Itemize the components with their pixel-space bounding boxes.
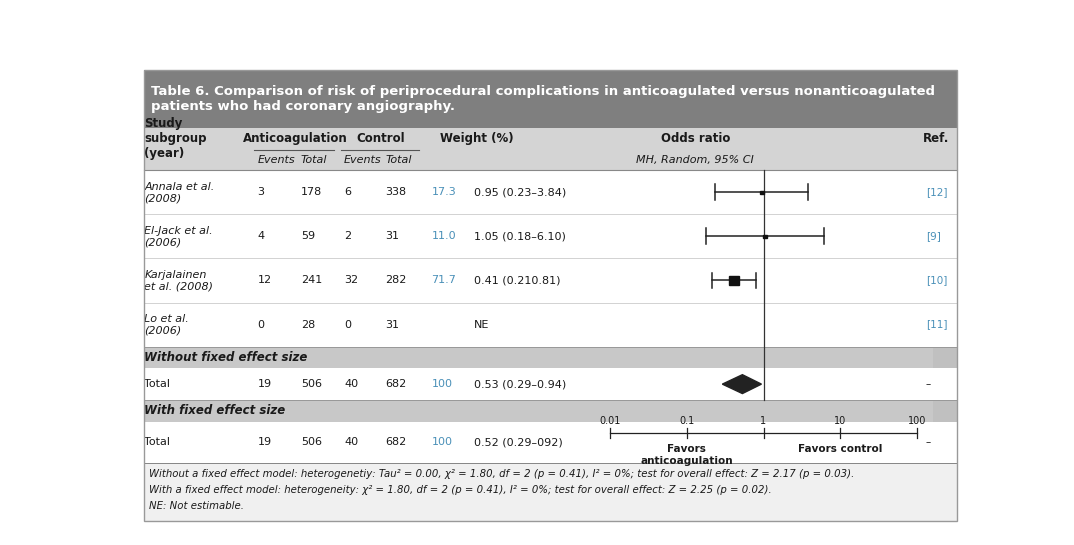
Text: 338: 338 bbox=[386, 187, 407, 197]
Text: [9]: [9] bbox=[926, 232, 941, 241]
Text: 0: 0 bbox=[258, 319, 264, 330]
Polygon shape bbox=[723, 374, 761, 393]
Text: 682: 682 bbox=[386, 379, 407, 389]
Text: 40: 40 bbox=[344, 379, 358, 389]
Text: Favors
anticoagulation: Favors anticoagulation bbox=[640, 444, 734, 465]
Text: With a fixed effect model: heterogeneity: χ² = 1.80, df = 2 (p = 0.41), I² = 0%;: With a fixed effect model: heterogeneity… bbox=[149, 485, 772, 495]
Text: Favors control: Favors control bbox=[798, 444, 882, 454]
Text: 100: 100 bbox=[432, 379, 452, 389]
Text: NE: NE bbox=[474, 319, 490, 330]
Text: 31: 31 bbox=[386, 319, 400, 330]
Text: –: – bbox=[926, 379, 931, 389]
Text: With fixed effect size: With fixed effect size bbox=[144, 404, 286, 417]
Bar bbox=[729, 276, 739, 285]
Text: Table 6. Comparison of risk of periprocedural complications in anticoagulated ve: Table 6. Comparison of risk of periproce… bbox=[150, 85, 934, 113]
Text: 71.7: 71.7 bbox=[432, 275, 456, 286]
Text: 0.52 (0.29–092): 0.52 (0.29–092) bbox=[474, 437, 563, 447]
Text: 3: 3 bbox=[258, 187, 264, 197]
Text: 506: 506 bbox=[301, 379, 322, 389]
Text: Ref.: Ref. bbox=[924, 132, 949, 146]
Text: Karjalainen
et al. (2008): Karjalainen et al. (2008) bbox=[144, 270, 214, 291]
Text: Total: Total bbox=[144, 379, 171, 389]
Text: Study
subgroup
(year): Study subgroup (year) bbox=[144, 118, 206, 160]
Text: Events: Events bbox=[258, 155, 295, 165]
Text: [12]: [12] bbox=[926, 187, 947, 197]
Text: 17.3: 17.3 bbox=[432, 187, 456, 197]
Bar bbox=[144, 422, 957, 463]
Text: –: – bbox=[926, 437, 931, 447]
Text: 4: 4 bbox=[258, 232, 264, 241]
Text: Anticoagulation: Anticoagulation bbox=[243, 132, 347, 146]
Bar bbox=[144, 368, 957, 400]
Text: El-Jack et al.
(2006): El-Jack et al. (2006) bbox=[144, 226, 213, 247]
Text: 0.41 (0.210.81): 0.41 (0.210.81) bbox=[474, 275, 561, 286]
Text: Total: Total bbox=[144, 437, 171, 447]
Text: 0.53 (0.29–0.94): 0.53 (0.29–0.94) bbox=[474, 379, 566, 389]
Text: Annala et al.
(2008): Annala et al. (2008) bbox=[144, 181, 215, 203]
Bar bbox=[144, 214, 957, 258]
Text: Without fixed effect size: Without fixed effect size bbox=[144, 351, 307, 364]
Text: 0.1: 0.1 bbox=[680, 416, 695, 426]
Text: Without a fixed effect model: heterogenetiy: Tau² = 0.00, χ² = 1.80, df = 2 (p =: Without a fixed effect model: heterogene… bbox=[149, 469, 855, 479]
Text: 100: 100 bbox=[432, 437, 452, 447]
Text: Lo et al.
(2006): Lo et al. (2006) bbox=[144, 314, 189, 335]
Text: 178: 178 bbox=[301, 187, 322, 197]
Text: 0.95 (0.23–3.84): 0.95 (0.23–3.84) bbox=[474, 187, 566, 197]
Text: Events: Events bbox=[344, 155, 381, 165]
Bar bbox=[144, 258, 957, 302]
Bar bbox=[144, 347, 957, 368]
Text: 19: 19 bbox=[258, 379, 272, 389]
Bar bbox=[933, 400, 957, 422]
Bar bbox=[144, 302, 957, 347]
Bar bbox=[933, 347, 957, 368]
Text: [11]: [11] bbox=[926, 319, 947, 330]
Text: 6: 6 bbox=[344, 187, 351, 197]
Text: 10: 10 bbox=[833, 416, 846, 426]
Text: Weight (%): Weight (%) bbox=[439, 132, 513, 146]
Text: 31: 31 bbox=[386, 232, 400, 241]
Bar bbox=[144, 170, 957, 214]
Text: 12: 12 bbox=[258, 275, 272, 286]
Text: NE: Not estimable.: NE: Not estimable. bbox=[149, 501, 244, 511]
Text: 100: 100 bbox=[908, 416, 926, 426]
Text: 40: 40 bbox=[344, 437, 358, 447]
Bar bbox=[144, 400, 957, 422]
Text: 11.0: 11.0 bbox=[432, 232, 456, 241]
Text: Control: Control bbox=[357, 132, 405, 146]
Text: 59: 59 bbox=[301, 232, 315, 241]
Text: MH, Random, 95% CI: MH, Random, 95% CI bbox=[637, 155, 754, 165]
Text: Total: Total bbox=[386, 155, 412, 165]
Bar bbox=[760, 191, 764, 194]
Bar bbox=[144, 128, 957, 170]
Text: 2: 2 bbox=[344, 232, 351, 241]
Text: [10]: [10] bbox=[926, 275, 947, 286]
Text: 0: 0 bbox=[344, 319, 351, 330]
Text: 506: 506 bbox=[301, 437, 322, 447]
Bar bbox=[144, 463, 957, 520]
Text: 28: 28 bbox=[301, 319, 315, 330]
Bar bbox=[764, 235, 767, 238]
Text: 19: 19 bbox=[258, 437, 272, 447]
Text: 682: 682 bbox=[386, 437, 407, 447]
Text: Odds ratio: Odds ratio bbox=[661, 132, 730, 146]
Bar bbox=[144, 70, 957, 128]
Text: 1.05 (0.18–6.10): 1.05 (0.18–6.10) bbox=[474, 232, 566, 241]
Text: 32: 32 bbox=[344, 275, 358, 286]
Text: 282: 282 bbox=[386, 275, 407, 286]
Text: 0.01: 0.01 bbox=[599, 416, 621, 426]
Text: 241: 241 bbox=[301, 275, 322, 286]
Text: Total: Total bbox=[301, 155, 328, 165]
Text: 1: 1 bbox=[760, 416, 767, 426]
